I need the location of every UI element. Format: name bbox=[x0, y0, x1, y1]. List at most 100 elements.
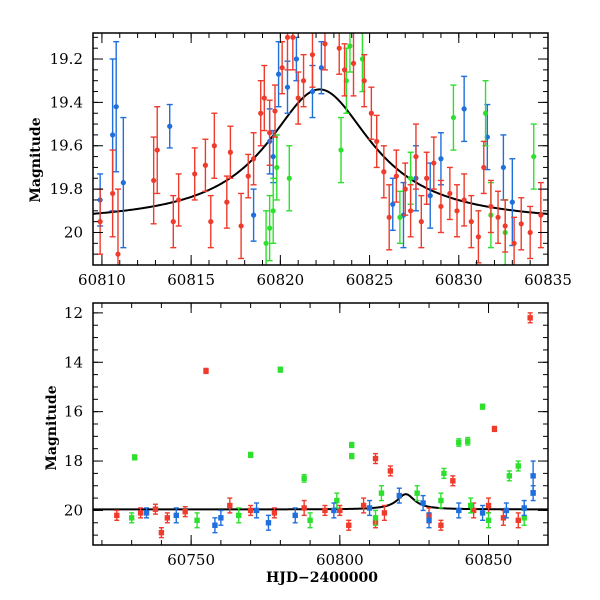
data-point bbox=[194, 517, 200, 524]
data-point bbox=[236, 512, 242, 519]
data-point bbox=[438, 497, 444, 504]
x-tick-label: 60815 bbox=[167, 271, 215, 289]
data-series-2 bbox=[128, 366, 527, 529]
data-point bbox=[167, 123, 173, 129]
data-point bbox=[361, 78, 367, 84]
data-point bbox=[245, 173, 251, 179]
data-point bbox=[530, 473, 536, 479]
data-point bbox=[170, 219, 176, 225]
data-point bbox=[515, 463, 521, 469]
data-point bbox=[115, 251, 121, 257]
data-point bbox=[97, 219, 103, 225]
data-point bbox=[164, 515, 171, 521]
data-point bbox=[295, 95, 301, 101]
y-tick-label: 20 bbox=[64, 501, 83, 519]
data-point bbox=[450, 478, 456, 484]
data-point bbox=[270, 208, 276, 214]
data-point bbox=[393, 173, 399, 179]
data-series-3 bbox=[97, 33, 544, 265]
data-point bbox=[290, 34, 296, 40]
data-point bbox=[518, 221, 524, 227]
data-point bbox=[301, 505, 307, 511]
data-point bbox=[247, 452, 254, 458]
data-point bbox=[110, 190, 116, 197]
data-point bbox=[173, 512, 179, 519]
model-curve bbox=[93, 88, 548, 215]
data-point bbox=[261, 95, 267, 101]
plot-area bbox=[93, 33, 548, 265]
x-tick-label: 60850 bbox=[465, 551, 513, 569]
data-point bbox=[488, 203, 494, 210]
data-series-2 bbox=[263, 33, 537, 265]
data-point bbox=[277, 366, 284, 373]
data-point bbox=[468, 219, 474, 225]
y-tick-label: 19.2 bbox=[50, 50, 83, 68]
data-point bbox=[426, 517, 432, 524]
data-point bbox=[485, 517, 492, 524]
data-point bbox=[509, 199, 515, 205]
data-point bbox=[386, 214, 392, 220]
data-point bbox=[402, 186, 408, 192]
data-point bbox=[270, 153, 276, 160]
data-point bbox=[470, 507, 477, 514]
data-point bbox=[218, 515, 224, 521]
y-tick-label: 19.8 bbox=[50, 180, 83, 198]
data-point bbox=[322, 41, 328, 47]
y-tick-label: 19.4 bbox=[50, 93, 83, 111]
top-y-axis-title: Magnitude bbox=[28, 117, 44, 202]
data-point bbox=[372, 455, 379, 462]
data-point bbox=[502, 223, 508, 229]
data-point bbox=[272, 108, 278, 114]
data-point bbox=[274, 164, 280, 171]
data-point bbox=[424, 175, 430, 181]
data-point bbox=[441, 470, 447, 477]
data-series-3 bbox=[143, 460, 536, 534]
data-point bbox=[438, 156, 444, 162]
x-tick-label: 60810 bbox=[78, 271, 126, 289]
data-point bbox=[258, 110, 264, 116]
data-point bbox=[211, 143, 217, 149]
data-point bbox=[341, 67, 348, 73]
data-point bbox=[212, 522, 218, 528]
data-point bbox=[247, 507, 254, 514]
data-point bbox=[461, 106, 467, 112]
bottom-y-axis-title: Magnitude bbox=[44, 385, 60, 470]
data-point bbox=[387, 468, 394, 474]
data-point bbox=[427, 193, 433, 199]
data-point bbox=[227, 502, 233, 509]
data-point bbox=[202, 162, 209, 168]
data-point bbox=[368, 110, 374, 116]
data-point bbox=[293, 56, 300, 62]
data-point bbox=[420, 500, 426, 506]
data-point bbox=[506, 473, 513, 479]
data-point bbox=[431, 160, 437, 166]
data-point bbox=[346, 522, 352, 528]
data-point bbox=[521, 505, 527, 511]
data-point bbox=[263, 240, 269, 246]
data-point bbox=[381, 510, 388, 516]
bottom-panel: 60750 60800 60850 12 14 16 18 20 bbox=[64, 302, 549, 569]
axis-ticks bbox=[93, 33, 549, 266]
data-point bbox=[114, 512, 120, 519]
data-point bbox=[307, 517, 313, 524]
data-point bbox=[500, 164, 506, 171]
x-tick-label: 60750 bbox=[167, 551, 215, 569]
data-point bbox=[481, 164, 487, 171]
data-point bbox=[530, 490, 536, 496]
data-point bbox=[511, 240, 517, 246]
data-point bbox=[366, 505, 373, 511]
bottom-x-axis-title: HJD−2400000 bbox=[266, 570, 378, 586]
data-point bbox=[338, 147, 344, 153]
data-point bbox=[176, 197, 182, 203]
data-point bbox=[515, 517, 521, 524]
data-point bbox=[267, 225, 273, 231]
data-point bbox=[271, 510, 278, 516]
data-point bbox=[438, 203, 444, 210]
model-curve bbox=[93, 493, 548, 511]
data-point bbox=[110, 132, 116, 138]
data-point bbox=[521, 515, 527, 521]
data-point bbox=[381, 169, 387, 175]
data-point bbox=[292, 512, 298, 519]
data-series-1 bbox=[114, 312, 533, 539]
